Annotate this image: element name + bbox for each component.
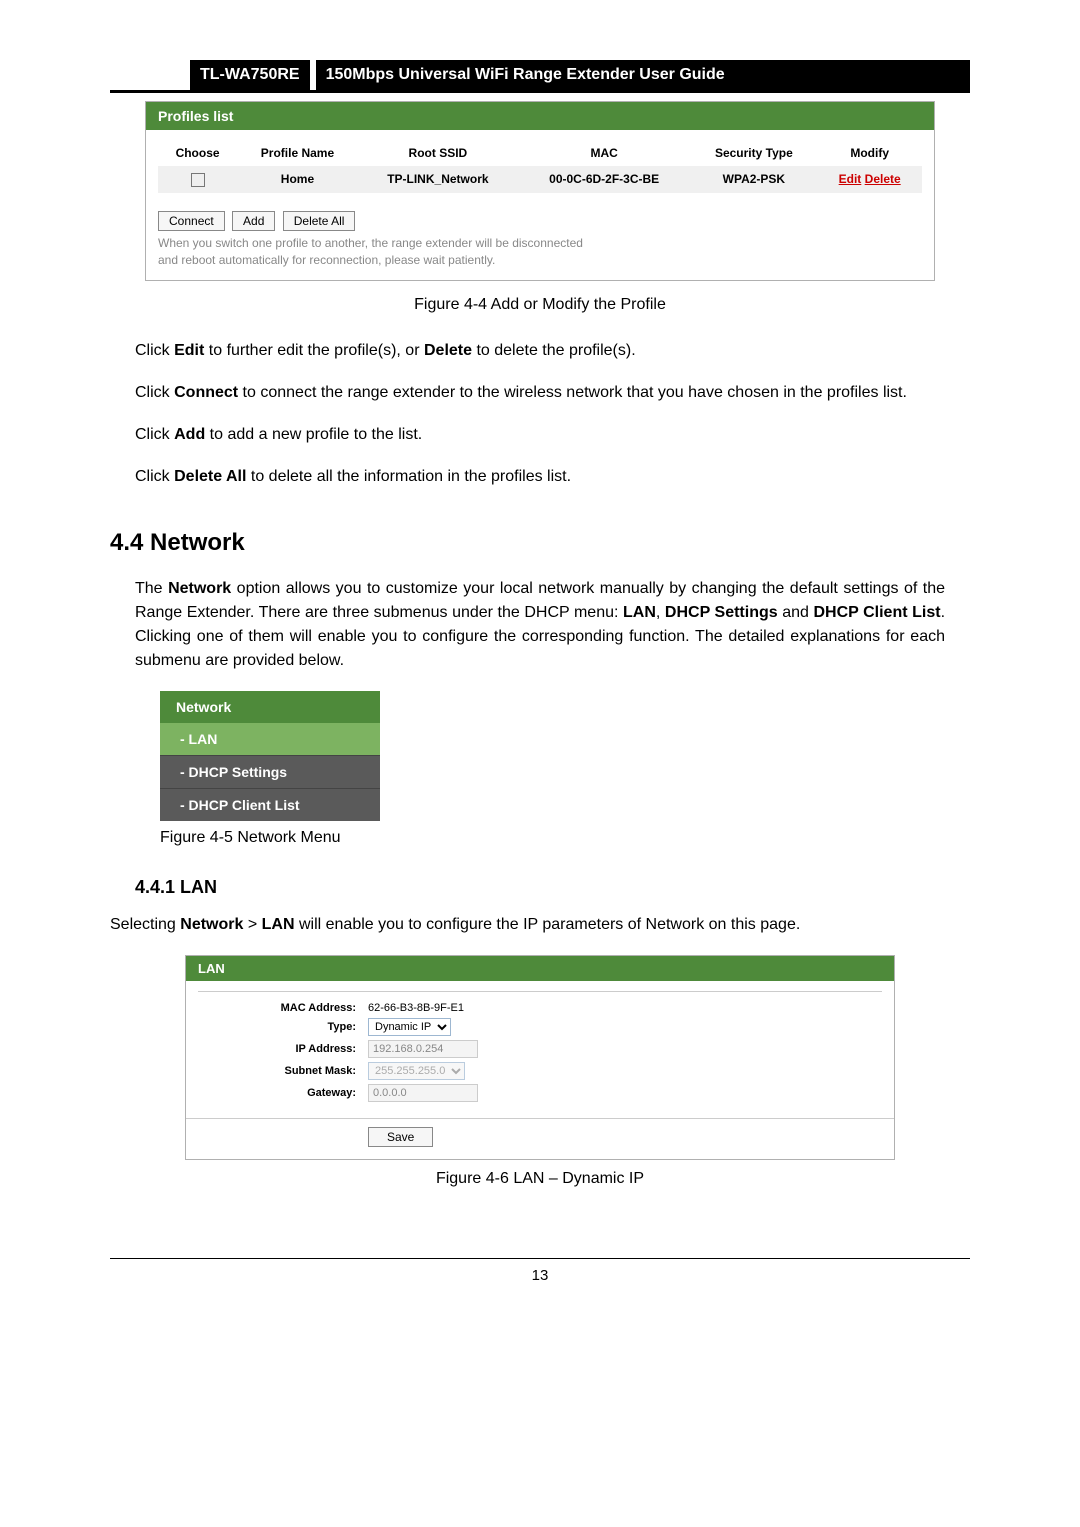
profiles-note: When you switch one profile to another, … — [158, 235, 922, 269]
section-4-4-1-heading: 4.4.1 LAN — [135, 877, 970, 898]
figure-4-6-caption: Figure 4-6 LAN – Dynamic IP — [110, 1170, 970, 1188]
network-menu-lan[interactable]: - LAN — [160, 723, 380, 755]
lan-gateway-label: Gateway: — [198, 1087, 368, 1099]
add-button[interactable]: Add — [232, 211, 275, 231]
para-add: Click Add to add a new profile to the li… — [135, 423, 945, 447]
section-4-4-heading: 4.4 Network — [110, 529, 970, 557]
connect-button[interactable]: Connect — [158, 211, 225, 231]
row-root-ssid: TP-LINK_Network — [358, 166, 518, 193]
profiles-list-panel: Profiles list Choose Profile Name Root S… — [145, 101, 935, 281]
row-mac: 00-0C-6D-2F-3C-BE — [518, 166, 690, 193]
lan-gateway-input[interactable] — [368, 1084, 478, 1102]
col-modify: Modify — [817, 140, 922, 166]
network-menu-dhcp-settings[interactable]: - DHCP Settings — [160, 755, 380, 788]
figure-4-4-caption: Figure 4-4 Add or Modify the Profile — [110, 296, 970, 314]
section-4-4-1-para: Selecting Network > LAN will enable you … — [110, 913, 970, 937]
lan-type-select[interactable]: Dynamic IP — [368, 1018, 451, 1036]
para-connect: Click Connect to connect the range exten… — [135, 381, 945, 405]
row-profile-name: Home — [237, 166, 358, 193]
lan-subnet-label: Subnet Mask: — [198, 1065, 368, 1077]
delete-link[interactable]: Delete — [865, 172, 901, 186]
lan-panel-title: LAN — [186, 956, 894, 981]
para-delete-all: Click Delete All to delete all the infor… — [135, 465, 945, 489]
edit-link[interactable]: Edit — [839, 172, 862, 186]
network-menu-dhcp-client-list[interactable]: - DHCP Client List — [160, 788, 380, 821]
lan-ip-label: IP Address: — [198, 1043, 368, 1055]
lan-separator — [198, 991, 882, 992]
page-header: TL-WA750RE 150Mbps Universal WiFi Range … — [110, 60, 970, 93]
network-menu: Network - LAN - DHCP Settings - DHCP Cli… — [160, 691, 380, 821]
row-checkbox[interactable] — [191, 173, 205, 187]
col-profile-name: Profile Name — [237, 140, 358, 166]
lan-type-label: Type: — [198, 1021, 368, 1033]
delete-all-button[interactable]: Delete All — [283, 211, 356, 231]
lan-save-button[interactable]: Save — [368, 1127, 433, 1147]
row-security-type: WPA2-PSK — [690, 166, 817, 193]
figure-4-5-caption: Figure 4-5 Network Menu — [160, 829, 970, 847]
lan-panel: LAN MAC Address: 62-66-B3-8B-9F-E1 Type:… — [185, 955, 895, 1160]
page-number: 13 — [110, 1258, 970, 1284]
lan-subnet-select[interactable]: 255.255.255.0 — [368, 1062, 465, 1080]
profiles-list-heading: Profiles list — [146, 102, 934, 130]
lan-mac-value: 62-66-B3-8B-9F-E1 — [368, 1002, 464, 1014]
profiles-table: Choose Profile Name Root SSID MAC Securi… — [158, 140, 922, 193]
para-edit-delete: Click Edit to further edit the profile(s… — [135, 339, 945, 363]
network-menu-title[interactable]: Network — [160, 691, 380, 723]
guide-title: 150Mbps Universal WiFi Range Extender Us… — [316, 60, 970, 90]
section-4-4-para: The Network option allows you to customi… — [135, 577, 945, 673]
col-security-type: Security Type — [690, 140, 817, 166]
col-mac: MAC — [518, 140, 690, 166]
model-label: TL-WA750RE — [190, 60, 310, 90]
lan-ip-input[interactable] — [368, 1040, 478, 1058]
col-root-ssid: Root SSID — [358, 140, 518, 166]
profiles-row: Home TP-LINK_Network 00-0C-6D-2F-3C-BE W… — [158, 166, 922, 193]
lan-mac-label: MAC Address: — [198, 1002, 368, 1014]
col-choose: Choose — [158, 140, 237, 166]
